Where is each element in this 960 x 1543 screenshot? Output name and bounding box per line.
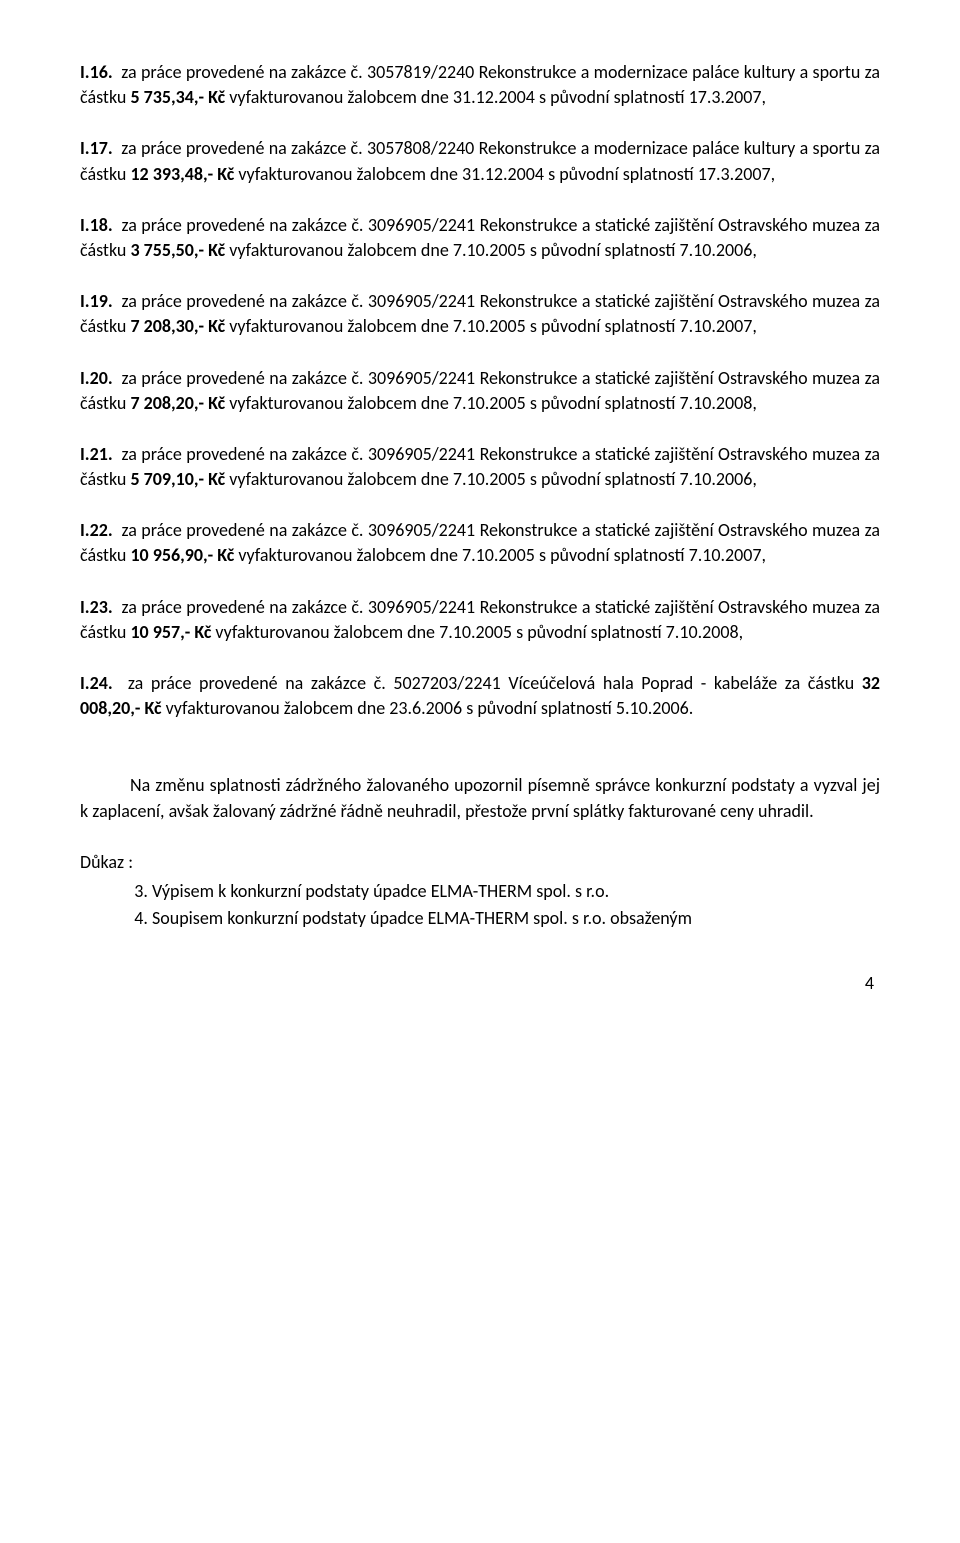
item-i23: I.23. za práce provedené na zakázce č. 3…: [80, 595, 880, 645]
item-number: I.22.: [80, 519, 113, 541]
item-amount: 10 956,90,- Kč: [130, 544, 234, 566]
item-amount: 7 208,30,- Kč: [130, 315, 225, 337]
item-amount: 3 755,50,- Kč: [130, 239, 225, 261]
item-tail: vyfakturovanou žalobcem dne 7.10.2005 s …: [211, 621, 743, 643]
item-number: I.17.: [80, 137, 113, 159]
item-tail: vyfakturovanou žalobcem dne 7.10.2005 s …: [225, 468, 757, 490]
item-number: I.16.: [80, 61, 113, 83]
item-tail: vyfakturovanou žalobcem dne 7.10.2005 s …: [225, 239, 757, 261]
item-tail: vyfakturovanou žalobcem dne 7.10.2005 s …: [234, 544, 766, 566]
spacer: [80, 747, 880, 773]
item-i21: I.21. za práce provedené na zakázce č. 3…: [80, 442, 880, 492]
evidence-item: Výpisem k konkurzní podstaty úpadce ELMA…: [152, 879, 880, 904]
item-body: za práce provedené na zakázce č. 5027203…: [128, 672, 862, 694]
evidence-item: Soupisem konkurzní podstaty úpadce ELMA-…: [152, 906, 880, 931]
item-tail: vyfakturovanou žalobcem dne 7.10.2005 s …: [225, 392, 757, 414]
item-i17: I.17. za práce provedené na zakázce č. 3…: [80, 136, 880, 186]
item-i20: I.20. za práce provedené na zakázce č. 3…: [80, 366, 880, 416]
evidence-label: Důkaz :: [80, 850, 880, 875]
item-number: I.20.: [80, 367, 113, 389]
item-amount: 5 709,10,- Kč: [130, 468, 225, 490]
item-number: I.19.: [80, 290, 113, 312]
item-i24: I.24. za práce provedené na zakázce č. 5…: [80, 671, 880, 721]
item-amount: 7 208,20,- Kč: [130, 392, 225, 414]
item-i22: I.22. za práce provedené na zakázce č. 3…: [80, 518, 880, 568]
item-tail: vyfakturovanou žalobcem dne 31.12.2004 s…: [234, 163, 775, 185]
item-number: I.24.: [80, 672, 113, 694]
item-i18: I.18. za práce provedené na zakázce č. 3…: [80, 213, 880, 263]
item-tail: vyfakturovanou žalobcem dne 23.6.2006 s …: [162, 697, 694, 719]
item-amount: 10 957,- Kč: [130, 621, 211, 643]
item-amount: 12 393,48,- Kč: [130, 163, 234, 185]
item-amount: 5 735,34,- Kč: [130, 86, 225, 108]
evidence-list: Výpisem k konkurzní podstaty úpadce ELMA…: [80, 879, 880, 931]
page-number: 4: [80, 971, 880, 996]
item-number: I.21.: [80, 443, 113, 465]
item-tail: vyfakturovanou žalobcem dne 31.12.2004 s…: [225, 86, 766, 108]
item-tail: vyfakturovanou žalobcem dne 7.10.2005 s …: [225, 315, 757, 337]
item-i16: I.16. za práce provedené na zakázce č. 3…: [80, 60, 880, 110]
item-number: I.23.: [80, 596, 113, 618]
item-i19: I.19. za práce provedené na zakázce č. 3…: [80, 289, 880, 339]
item-number: I.18.: [80, 214, 113, 236]
paragraph-summary: Na změnu splatnosti zádržného žalovaného…: [80, 773, 880, 823]
